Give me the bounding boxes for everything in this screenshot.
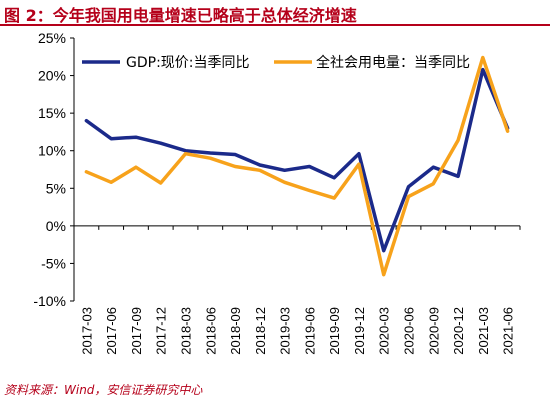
y-tick-label: 20% (38, 68, 66, 84)
title-rule (0, 24, 550, 26)
x-tick-label: 2017-09 (129, 307, 144, 355)
x-tick-label: 2020-12 (451, 307, 466, 355)
x-tick-label: 2017-12 (154, 307, 169, 355)
x-tick-label: 2017-03 (79, 307, 94, 355)
x-tick-label: 2021-03 (476, 307, 491, 355)
x-tick-label: 2019-06 (302, 307, 317, 355)
power-series-line (84, 55, 510, 277)
x-tick-label: 2019-12 (352, 307, 367, 355)
x-tick-label: 2020-03 (377, 307, 392, 355)
figure-title: 图 2：今年我国用电量增速已略高于总体经济增速 (4, 6, 357, 25)
x-tick-label: 2018-06 (203, 307, 218, 355)
x-tick-label: 2018-12 (253, 307, 268, 355)
gdp-series-line (84, 67, 510, 253)
y-tick-label: 25% (38, 30, 66, 46)
source-note: 资料来源：Wind，安信证券研究中心 (4, 383, 203, 397)
x-tick-label: 2020-06 (402, 307, 417, 355)
x-tick-label: 2021-06 (501, 307, 516, 355)
y-tick-label: 5% (46, 180, 66, 196)
x-tick-label: 2019-03 (278, 307, 293, 355)
legend-label-power: 全社会用电量：当季同比 (316, 54, 470, 71)
y-tick-label: -5% (41, 255, 66, 271)
x-tick-label: 2017-06 (104, 307, 119, 355)
x-tick-label: 2019-09 (327, 307, 342, 355)
y-tick-label: 0% (46, 218, 66, 234)
x-tick-label: 2018-09 (228, 307, 243, 355)
y-tick-label: -10% (33, 293, 66, 309)
x-tick-label: 2018-03 (179, 307, 194, 355)
y-tick-label: 10% (38, 143, 66, 159)
y-tick-label: 15% (38, 105, 66, 121)
legend-label-gdp: GDP:现价:当季同比 (126, 55, 250, 71)
x-tick-label: 2020-09 (426, 307, 441, 355)
